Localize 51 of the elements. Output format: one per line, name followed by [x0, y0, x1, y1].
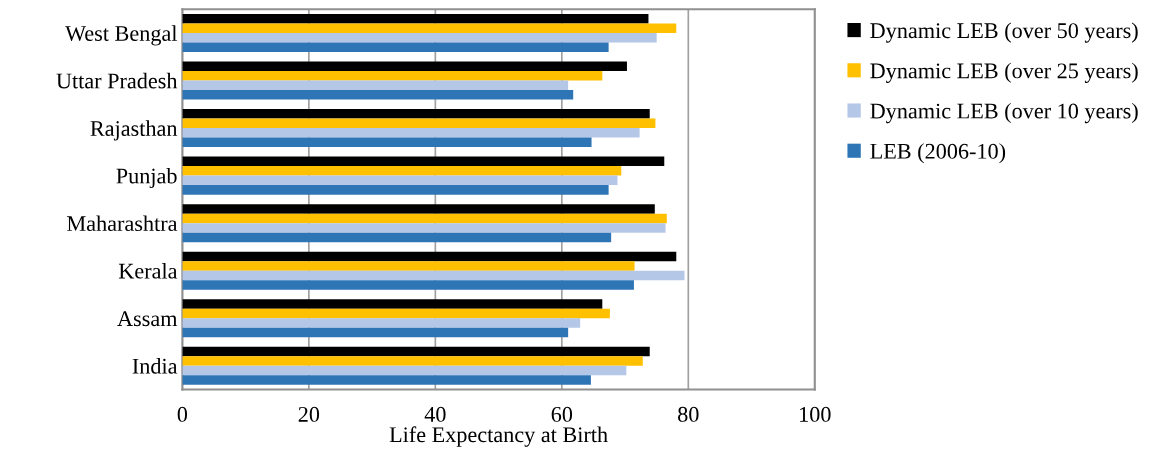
- y-tick-label: Maharashtra: [67, 215, 178, 232]
- bar: [182, 375, 591, 385]
- bar: [182, 118, 656, 129]
- legend-label: LEB (2006-10): [870, 143, 1006, 164]
- bar: [182, 346, 650, 357]
- bar: [182, 185, 609, 195]
- bar: [182, 156, 665, 167]
- bar: [182, 299, 603, 309]
- y-tick-label: India: [132, 358, 178, 374]
- bar: [182, 71, 603, 81]
- bar: [182, 308, 610, 319]
- bar: [182, 128, 640, 138]
- x-tick-label: 60: [551, 406, 573, 422]
- bar: [182, 23, 677, 33]
- bar: [182, 261, 635, 271]
- bar: [182, 166, 622, 176]
- legend-label: Dynamic LEB (over 10 years): [870, 102, 1138, 124]
- bar: [182, 232, 612, 243]
- x-tick-label: 80: [678, 406, 699, 422]
- bar: [182, 365, 627, 376]
- x-axis-title: Life Expectancy at Birth: [389, 426, 608, 447]
- y-tick-label: Punjab: [116, 167, 177, 189]
- bar: [182, 13, 649, 24]
- x-tick-label: 20: [298, 406, 320, 422]
- bar: [182, 251, 677, 262]
- bar: [182, 42, 609, 53]
- bar: [182, 213, 667, 224]
- y-tick-label: West Bengal: [65, 25, 178, 46]
- bar: [182, 137, 592, 148]
- x-tick-label: 0: [177, 406, 188, 422]
- bar: [182, 204, 655, 214]
- bar: [182, 175, 618, 186]
- bar: [182, 327, 569, 338]
- bar: [182, 223, 666, 233]
- bar: [182, 61, 627, 72]
- bar: [182, 318, 581, 328]
- bar: [182, 270, 685, 281]
- y-tick-label: Kerala: [118, 262, 178, 279]
- x-tick-label: 100: [800, 406, 831, 422]
- legend-label: Dynamic LEB (over 25 years): [870, 62, 1138, 83]
- bar: [182, 109, 650, 119]
- bar: [182, 356, 643, 366]
- bar: [182, 32, 657, 43]
- legend-label: Dynamic LEB (over 50 years): [870, 22, 1138, 43]
- bar: [182, 280, 634, 290]
- y-tick-label: Uttar Pradesh: [56, 72, 178, 89]
- x-tick-label: 40: [424, 406, 446, 422]
- y-tick-label: Rajasthan: [90, 120, 178, 141]
- y-tick-label: Assam: [117, 311, 178, 327]
- bar: [182, 90, 574, 100]
- bar: [182, 80, 569, 91]
